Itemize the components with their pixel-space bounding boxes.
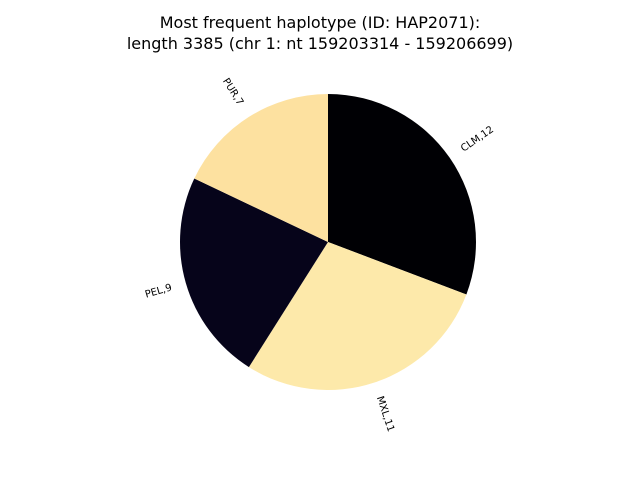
pie-slice-mxl bbox=[248, 242, 467, 390]
pie-slice-label-mxl: MXL,11 bbox=[374, 395, 396, 434]
chart-title-line-2: length 3385 (chr 1: nt 159203314 - 15920… bbox=[126, 34, 514, 53]
pie-slice-clm bbox=[328, 94, 476, 295]
pie-slice-label-pur: PUR,7 bbox=[220, 77, 245, 108]
pie-slice-label-pel: PEL,9 bbox=[144, 282, 173, 300]
pie-slice-pur bbox=[194, 94, 328, 242]
pie-slices bbox=[179, 94, 476, 390]
pie-slice-label-clm: CLM,12 bbox=[459, 124, 496, 154]
pie-slice-pel bbox=[179, 178, 328, 368]
chart-title-line-1: Most frequent haplotype (ID: HAP2071): bbox=[159, 13, 481, 32]
